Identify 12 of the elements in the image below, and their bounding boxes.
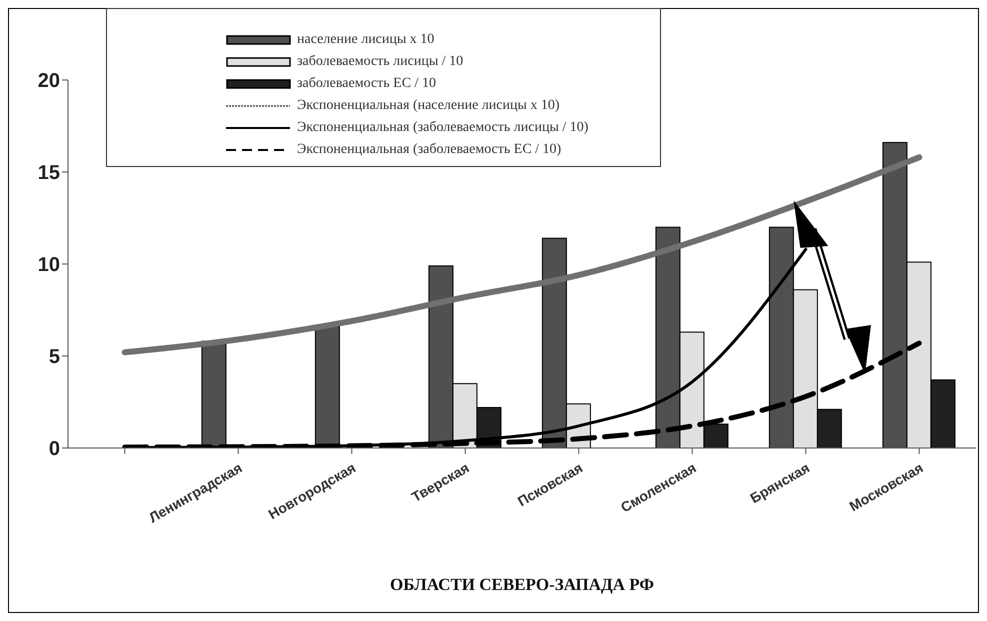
legend-label: население лисицы х 10 [297,32,434,48]
legend-label: заболеваемость ЕС / 10 [297,76,436,92]
x-axis-title: ОБЛАСТИ СЕВЕРО-ЗАПАДА РФ [390,575,654,594]
y-tick-label: 5 [48,346,60,368]
y-tick-label: 15 [38,162,60,184]
y-tick-label: 10 [38,254,60,276]
legend-label: Экспоненциальная (заболеваемость ЕС / 10) [297,142,562,158]
y-tick-label: 0 [48,438,60,460]
legend-label: заболеваемость лисицы / 10 [297,54,464,70]
legend-label: Экспоненциальная (заболеваемость лисицы / 10) [297,120,588,136]
y-tick-label: 20 [38,70,60,92]
legend-label: Экспоненциальная (население лисицы х 10) [297,98,560,114]
